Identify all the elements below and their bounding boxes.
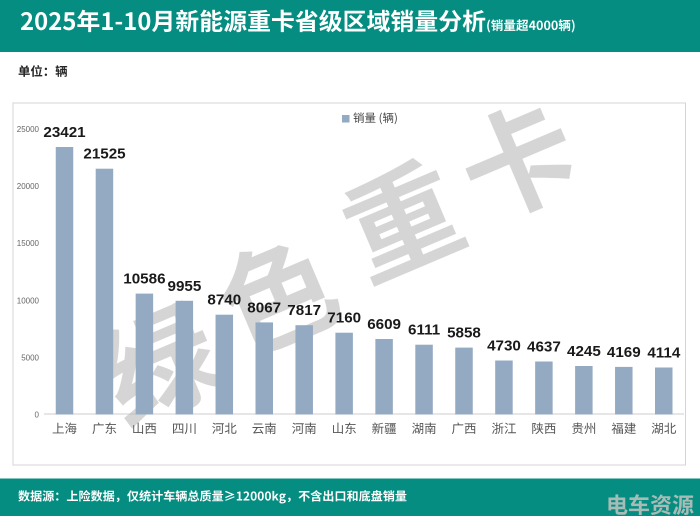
svg-text:20000: 20000 [17,182,40,191]
svg-text:7817: 7817 [287,302,321,319]
svg-text:5000: 5000 [21,353,39,362]
svg-text:4637: 4637 [527,339,561,356]
svg-text:10000: 10000 [17,296,40,305]
svg-text:15000: 15000 [17,239,40,248]
svg-text:21525: 21525 [83,146,126,163]
svg-text:4114: 4114 [647,345,681,362]
svg-text:9955: 9955 [168,278,202,295]
svg-text:23421: 23421 [43,124,86,141]
svg-text:4169: 4169 [607,344,641,361]
svg-text:0: 0 [35,411,40,420]
svg-text:5858: 5858 [447,325,481,342]
svg-text:25000: 25000 [17,125,40,134]
svg-text:6111: 6111 [408,322,441,339]
svg-text:8740: 8740 [207,292,241,309]
svg-text:6609: 6609 [367,316,401,333]
svg-text:8067: 8067 [247,299,281,316]
svg-text:7160: 7160 [327,310,361,327]
svg-text:4245: 4245 [567,343,601,360]
svg-text:10586: 10586 [123,271,165,288]
svg-text:4730: 4730 [487,338,521,355]
